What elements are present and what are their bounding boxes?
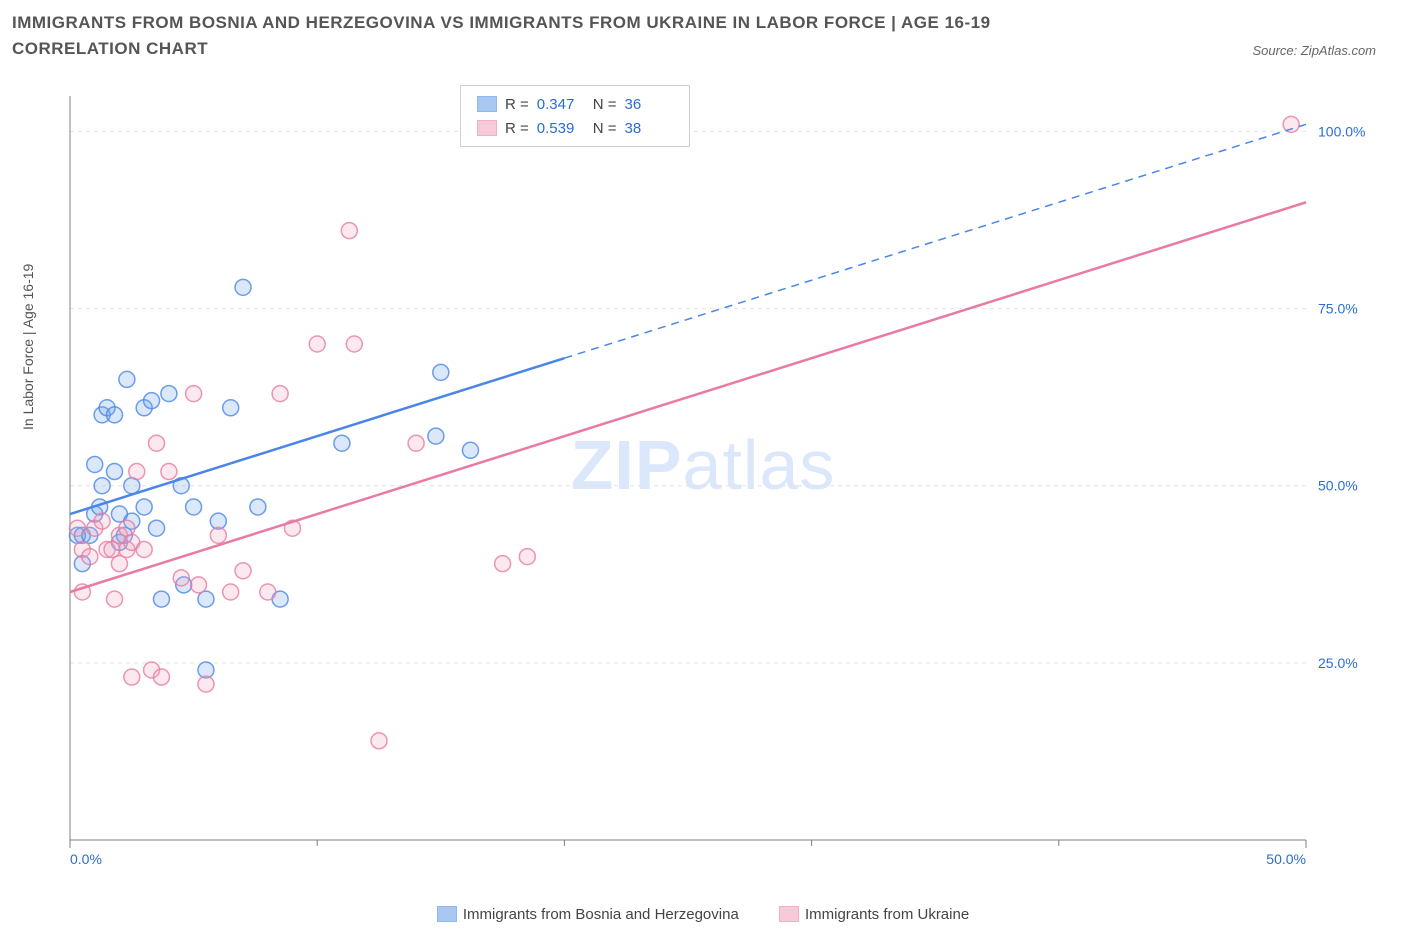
swatch-ukraine-icon	[477, 120, 497, 136]
stats-legend-box: R =0.347N =36R =0.539N =38	[460, 85, 690, 147]
legend-label-ukraine: Immigrants from Ukraine	[805, 906, 969, 923]
svg-text:75.0%: 75.0%	[1318, 301, 1358, 317]
swatch-ukraine-icon	[779, 906, 799, 922]
swatch-bosnia-icon	[477, 96, 497, 112]
source-label: Source: ZipAtlas.com	[1252, 43, 1376, 58]
chart-title: IMMIGRANTS FROM BOSNIA AND HERZEGOVINA V…	[12, 10, 1112, 61]
svg-text:100.0%: 100.0%	[1318, 123, 1365, 139]
legend-item-ukraine: Immigrants from Ukraine	[779, 906, 969, 923]
legend-label-bosnia: Immigrants from Bosnia and Herzegovina	[463, 906, 739, 923]
stats-row-ukraine: R =0.539N =38	[477, 116, 673, 140]
bottom-legend: Immigrants from Bosnia and Herzegovina I…	[0, 906, 1406, 927]
svg-text:50.0%: 50.0%	[1318, 478, 1358, 494]
swatch-bosnia-icon	[437, 906, 457, 922]
y-axis-label: In Labor Force | Age 16-19	[20, 264, 36, 430]
stats-row-bosnia: R =0.347N =36	[477, 92, 673, 116]
legend-item-bosnia: Immigrants from Bosnia and Herzegovina	[437, 906, 739, 923]
svg-text:25.0%: 25.0%	[1318, 655, 1358, 671]
svg-text:50.0%: 50.0%	[1266, 851, 1306, 867]
scatter-plot: 25.0% 50.0% 75.0% 100.0% 0.0% 50.0%	[50, 80, 1386, 880]
svg-text:0.0%: 0.0%	[70, 851, 102, 867]
